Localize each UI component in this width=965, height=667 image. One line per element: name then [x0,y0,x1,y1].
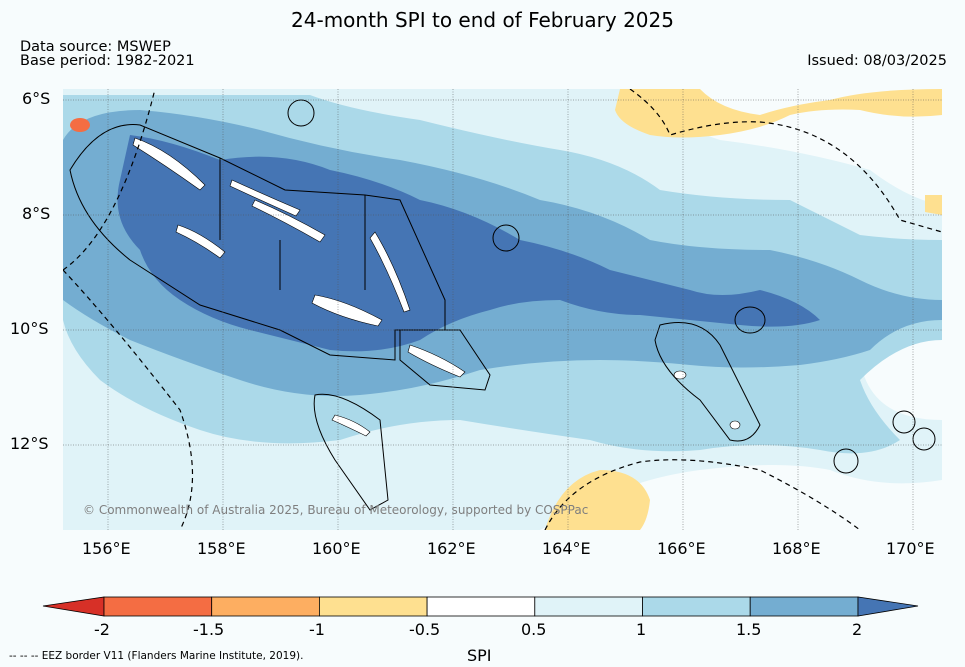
dry-patch-east-edge [925,195,942,215]
colorbar-label: SPI [467,646,492,665]
island-malaita [369,231,411,313]
lon-label-170e: 170°E [886,539,935,558]
data-source-text: Data source: MSWEP [20,39,171,55]
map-area [63,89,942,530]
lat-label-12s: 12°S [10,434,49,453]
lon-label-158e: 158°E [197,539,246,558]
colorbar-extend-low [42,596,105,617]
ring-anuta [833,448,859,474]
island-new-georgia [175,224,226,259]
ring-fataka-1 [892,410,916,434]
colorbar-tick-neg1-5: -1.5 [193,620,225,639]
colorbar-segment-1 [103,596,213,617]
colorbar-segment-3 [318,596,428,617]
island-makira [407,344,466,378]
colorbar-tick-1-5: 1.5 [736,620,762,639]
colorbar-segment-6 [642,596,751,617]
map-title: 24-month SPI to end of February 2025 [291,8,674,32]
colorbar-tick-0-5: 0.5 [521,620,547,639]
eez-border-note: -- -- -- EEZ border V11 (Flanders Marine… [9,650,304,662]
eez-border-northeast [629,89,942,233]
colorbar-segment-5 [534,596,643,617]
island-rennell [331,414,371,437]
eez-border-west [63,89,156,271]
island-choiseul [229,179,301,217]
colorbar-tick-neg0-5: -0.5 [409,620,441,639]
island-bougainville [132,137,206,191]
ring-duff [734,306,766,334]
eez-border-southwest [63,269,194,530]
lon-label-166e: 166°E [657,539,706,558]
colorbar-tick-2: 2 [852,620,863,639]
colorbar-segment-2 [211,596,320,617]
lat-label-10s: 10°S [10,319,49,338]
eez-borders [63,89,942,530]
lon-label-160e: 160°E [312,539,361,558]
base-period-text: Base period: 1982-2021 [20,53,195,69]
copyright-notice: © Commonwealth of Australia 2025, Bureau… [83,503,589,517]
lon-label-162e: 162°E [427,539,476,558]
ring-sikaiana [492,224,520,252]
colorbar-tick-1: 1 [636,620,647,639]
island-tikopia [729,420,741,430]
islands [132,137,741,437]
island-santa-isabel [251,199,326,243]
gridlines [63,89,942,530]
lon-label-164e: 164°E [542,539,591,558]
colorbar-extend-high [857,596,919,617]
lat-label-8s: 8°S [22,204,51,223]
spi-band-extreme [117,135,820,352]
dry-patch-south [545,470,650,530]
province-makira-outline [399,329,491,391]
dry-spot-west [70,118,90,132]
issued-date: Issued: 08/03/2025 [807,53,947,69]
eez-border-south [544,459,861,530]
province-temotu-outline [654,322,761,442]
lat-label-6s: 6°S [22,89,51,108]
colorbar-tick-neg1: -1 [309,620,325,639]
colorbar-segment-4 [426,596,536,617]
colorbar [42,596,919,617]
province-rennell-outline [313,393,389,511]
lon-label-156e: 156°E [82,539,131,558]
colorbar-tick-neg2: -2 [94,620,110,639]
data-source-info: Data source: MSWEP Base period: 1982-202… [20,39,195,69]
colorbar-segment-7 [749,596,859,617]
dry-patch-northeast [615,89,942,138]
island-guadalcanal [311,294,383,327]
lon-label-168e: 168°E [772,539,821,558]
